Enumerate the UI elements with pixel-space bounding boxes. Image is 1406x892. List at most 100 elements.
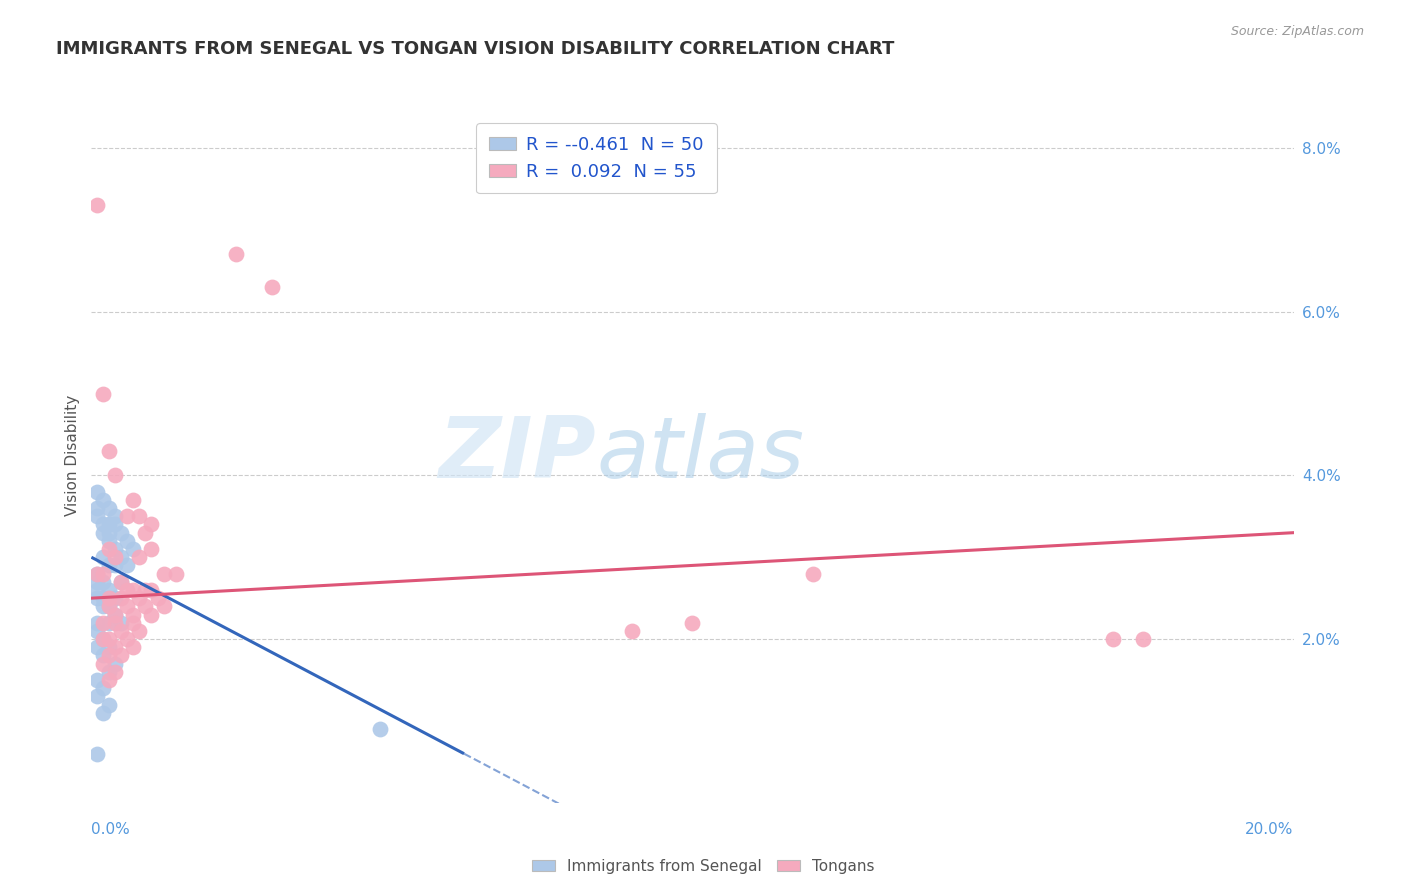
Point xyxy=(93,599,115,614)
Point xyxy=(86,198,108,212)
Point xyxy=(98,698,121,712)
Point xyxy=(98,542,121,557)
Point xyxy=(86,566,108,581)
Text: ZIP: ZIP xyxy=(439,413,596,497)
Point xyxy=(93,574,115,589)
Text: IMMIGRANTS FROM SENEGAL VS TONGAN VISION DISABILITY CORRELATION CHART: IMMIGRANTS FROM SENEGAL VS TONGAN VISION… xyxy=(56,40,894,58)
Point xyxy=(128,509,150,524)
Point xyxy=(225,247,247,261)
Point xyxy=(86,673,108,687)
Point xyxy=(128,624,150,638)
Point xyxy=(104,657,127,671)
Point xyxy=(86,747,108,761)
Point xyxy=(122,607,145,622)
Point xyxy=(104,509,127,524)
Point xyxy=(104,640,127,655)
Point xyxy=(117,533,139,548)
Point xyxy=(86,582,108,597)
Point xyxy=(104,615,127,630)
Point xyxy=(98,501,121,516)
Point xyxy=(86,574,108,589)
Point xyxy=(141,517,163,532)
Point xyxy=(93,492,115,507)
Point xyxy=(134,582,156,597)
Point xyxy=(122,542,145,557)
Point xyxy=(110,525,132,540)
Point xyxy=(93,566,115,581)
Point xyxy=(141,607,163,622)
Point xyxy=(98,673,121,687)
Point xyxy=(93,681,115,696)
Point xyxy=(86,484,108,499)
Point xyxy=(128,591,150,606)
Point xyxy=(86,624,108,638)
Point xyxy=(110,624,132,638)
Legend: Immigrants from Senegal, Tongans: Immigrants from Senegal, Tongans xyxy=(526,853,880,880)
Point xyxy=(93,706,115,720)
Point xyxy=(117,558,139,573)
Point xyxy=(110,574,132,589)
Point xyxy=(98,648,121,663)
Point xyxy=(681,615,703,630)
Point xyxy=(122,615,145,630)
Point xyxy=(86,501,108,516)
Point xyxy=(104,607,127,622)
Point xyxy=(104,607,127,622)
Point xyxy=(165,566,187,581)
Point xyxy=(104,558,127,573)
Point xyxy=(122,582,145,597)
Point xyxy=(93,615,115,630)
Text: 20.0%: 20.0% xyxy=(1246,822,1294,837)
Point xyxy=(117,582,139,597)
Point xyxy=(141,582,163,597)
Point xyxy=(110,550,132,565)
Point xyxy=(141,542,163,557)
Y-axis label: Vision Disability: Vision Disability xyxy=(65,394,80,516)
Point xyxy=(110,648,132,663)
Point xyxy=(86,615,108,630)
Point xyxy=(98,533,121,548)
Point xyxy=(134,525,156,540)
Point xyxy=(104,591,127,606)
Point xyxy=(93,386,115,401)
Point xyxy=(86,566,108,581)
Point xyxy=(152,566,174,581)
Point xyxy=(801,566,824,581)
Point xyxy=(104,665,127,679)
Point xyxy=(98,640,121,655)
Point xyxy=(117,599,139,614)
Point xyxy=(86,509,108,524)
Point xyxy=(122,640,145,655)
Point xyxy=(93,525,115,540)
Point xyxy=(122,492,145,507)
Legend: R = --0.461  N = 50, R =  0.092  N = 55: R = --0.461 N = 50, R = 0.092 N = 55 xyxy=(477,123,717,194)
Point xyxy=(260,280,283,294)
Point xyxy=(134,599,156,614)
Point xyxy=(104,550,127,565)
Point xyxy=(98,665,121,679)
Point xyxy=(368,722,391,736)
Text: 0.0%: 0.0% xyxy=(91,822,131,837)
Point xyxy=(98,443,121,458)
Point xyxy=(152,599,174,614)
Point xyxy=(98,525,121,540)
Point xyxy=(93,550,115,565)
Point xyxy=(86,591,108,606)
Point xyxy=(110,591,132,606)
Point xyxy=(93,657,115,671)
Point xyxy=(93,517,115,532)
Point xyxy=(110,615,132,630)
Point xyxy=(1132,632,1154,646)
Point xyxy=(93,632,115,646)
Point xyxy=(98,582,121,597)
Text: atlas: atlas xyxy=(596,413,804,497)
Point xyxy=(621,624,644,638)
Point xyxy=(98,615,121,630)
Point xyxy=(86,640,108,655)
Point xyxy=(93,648,115,663)
Point xyxy=(98,558,121,573)
Point xyxy=(86,690,108,704)
Point xyxy=(104,517,127,532)
Point xyxy=(117,509,139,524)
Point xyxy=(110,574,132,589)
